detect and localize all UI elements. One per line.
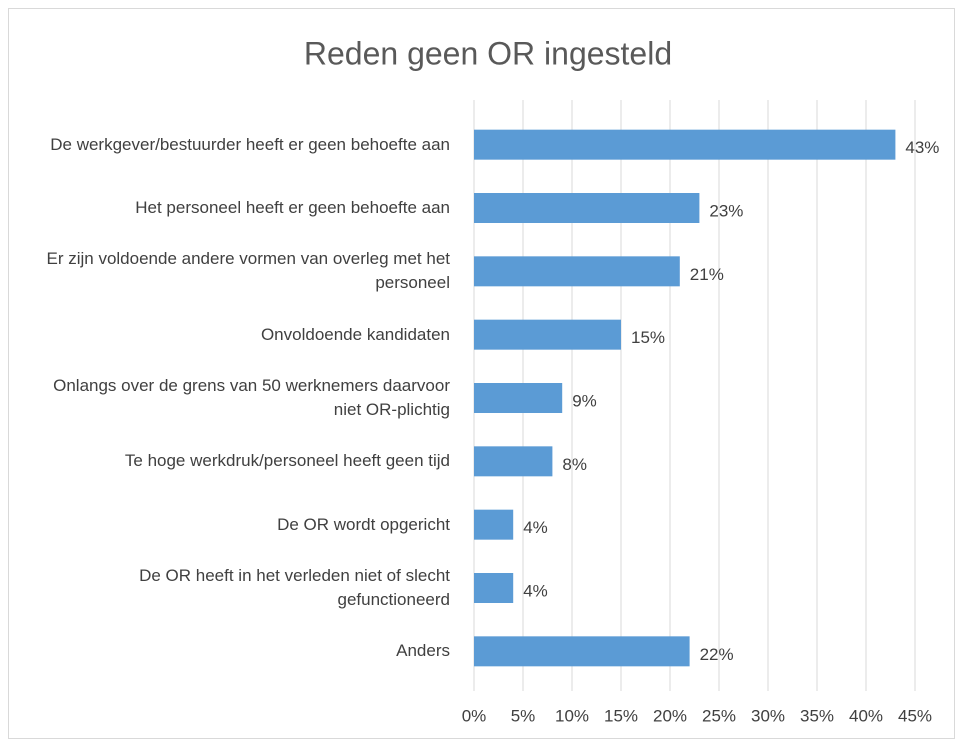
- y-tick-label: Er zijn voldoende andere vormen van over…: [46, 249, 450, 293]
- data-label: 43%: [905, 138, 939, 157]
- bar: [474, 573, 514, 603]
- bar: [474, 446, 553, 477]
- x-tick-label: 35%: [800, 706, 834, 725]
- y-tick-label: Te hoge werkdruk/personeel heeft geen ti…: [124, 451, 450, 471]
- data-label: 8%: [562, 455, 587, 474]
- chart-title: Reden geen OR ingesteld: [304, 35, 672, 71]
- bar: [474, 193, 700, 223]
- y-tick-label: Het personeel heeft er geen behoefte aan: [135, 198, 450, 217]
- x-tick-label: 25%: [702, 706, 736, 725]
- bar: [474, 636, 690, 667]
- y-tick-label: Onvoldoende kandidaten: [260, 324, 450, 344]
- data-label: 22%: [700, 645, 734, 664]
- x-tick-label: 10%: [555, 706, 589, 725]
- bar: [474, 319, 621, 350]
- bar: [474, 129, 896, 160]
- bar: [474, 383, 563, 413]
- x-tick-label: 45%: [898, 706, 932, 725]
- x-tick-label: 20%: [653, 706, 687, 725]
- bar: [474, 256, 680, 287]
- data-label: 15%: [631, 328, 665, 347]
- data-label: 21%: [690, 265, 724, 284]
- bar: [474, 509, 514, 540]
- x-tick-label: 0%: [462, 706, 487, 725]
- x-tick-label: 5%: [511, 706, 536, 725]
- y-tick-label: Anders: [396, 641, 450, 661]
- data-label: 4%: [523, 518, 548, 537]
- x-tick-label: 30%: [751, 706, 785, 725]
- data-label: 4%: [523, 581, 548, 600]
- y-tick-label: De OR wordt opgericht: [277, 514, 450, 534]
- x-tick-label: 15%: [604, 706, 638, 725]
- x-tick-label: 40%: [849, 706, 883, 725]
- data-label: 9%: [572, 391, 597, 410]
- y-tick-label: De werkgever/bestuurder heeft er geen be…: [50, 134, 450, 154]
- data-label: 23%: [709, 201, 743, 220]
- y-tick-label: Onlangs over de grens van 50 werknemers …: [53, 376, 450, 419]
- y-tick-label: De OR heeft in het verleden niet of slec…: [139, 566, 450, 609]
